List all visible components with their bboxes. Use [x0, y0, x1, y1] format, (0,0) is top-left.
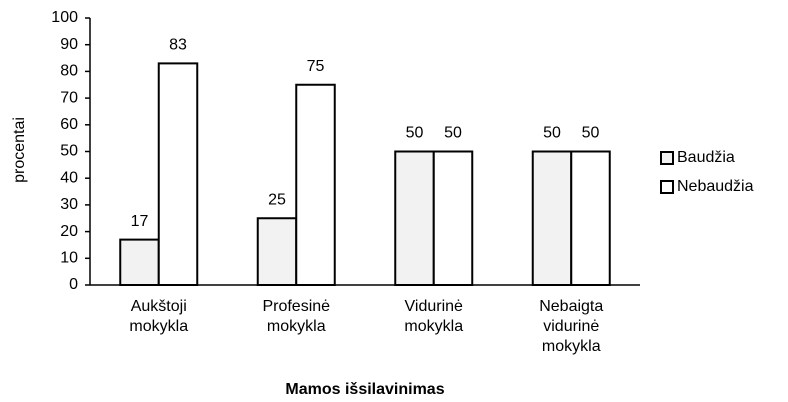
- legend-label: Nebaudžia: [677, 178, 754, 195]
- y-tick-label: 60: [60, 116, 78, 133]
- y-tick-label: 20: [60, 223, 78, 240]
- data-label: 75: [307, 58, 325, 75]
- y-tick-label: 90: [60, 36, 78, 53]
- data-label: 50: [543, 125, 561, 142]
- y-tick-label: 80: [60, 63, 78, 80]
- y-tick-label: 100: [51, 9, 78, 26]
- bar: [531, 150, 573, 286]
- data-label: 50: [582, 125, 600, 142]
- legend-swatch: [660, 151, 674, 165]
- legend-swatch: [660, 180, 674, 194]
- y-tick-label: 70: [60, 89, 78, 106]
- data-label: 17: [131, 213, 149, 230]
- x-tick-label: Nebaigta vidurinė mokykla: [539, 298, 603, 355]
- legend-label: Baudžia: [677, 149, 735, 166]
- data-label: 83: [169, 37, 187, 54]
- bar: [432, 150, 474, 286]
- bar: [394, 150, 435, 286]
- y-tick-label: 30: [60, 196, 78, 213]
- x-axis-title: Mamos išsilavinimas: [285, 381, 444, 398]
- y-tick-label: 0: [69, 276, 78, 293]
- x-tick-label: Profesinė mokykla: [262, 298, 330, 335]
- bar: [295, 83, 336, 286]
- y-tick-label: 10: [60, 250, 78, 267]
- data-label: 50: [444, 125, 462, 142]
- y-tick-label: 50: [60, 143, 78, 160]
- data-label: 25: [268, 191, 286, 208]
- x-tick-label: Aukštoji mokykla: [129, 298, 188, 335]
- bar: [256, 217, 298, 286]
- y-tick-label: 40: [60, 169, 78, 186]
- x-tick-label: Vidurinė mokykla: [404, 298, 463, 335]
- bar: [570, 150, 611, 286]
- bar: [157, 62, 199, 286]
- y-axis-title: procentai: [11, 117, 28, 183]
- data-label: 50: [406, 125, 424, 142]
- bar: [119, 238, 160, 286]
